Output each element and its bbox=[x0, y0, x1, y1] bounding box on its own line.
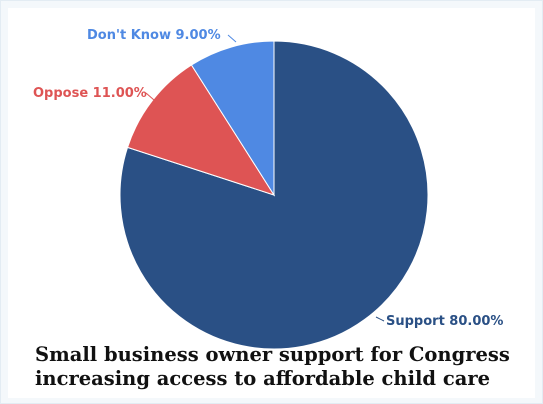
slice-label-support: Support 80.00% bbox=[386, 314, 503, 329]
pie-slices bbox=[119, 40, 429, 350]
slice-label-don-t-know: Don't Know 9.00% bbox=[87, 28, 221, 43]
leader-line-don-t-know bbox=[227, 34, 237, 43]
leader-line-oppose bbox=[145, 92, 155, 101]
slice-labels: Support 80.00% Oppose 11.00% Don't Know 9.… bbox=[33, 28, 503, 329]
leader-line-support bbox=[375, 316, 385, 322]
slice-label-oppose: Oppose 11.00% bbox=[33, 86, 147, 101]
label-leader-lines bbox=[145, 34, 385, 322]
chart-title: Small business owner support for Congres… bbox=[35, 343, 510, 390]
pie-slice-oppose bbox=[126, 64, 276, 196]
pie-slice-don-t-know bbox=[190, 40, 275, 197]
